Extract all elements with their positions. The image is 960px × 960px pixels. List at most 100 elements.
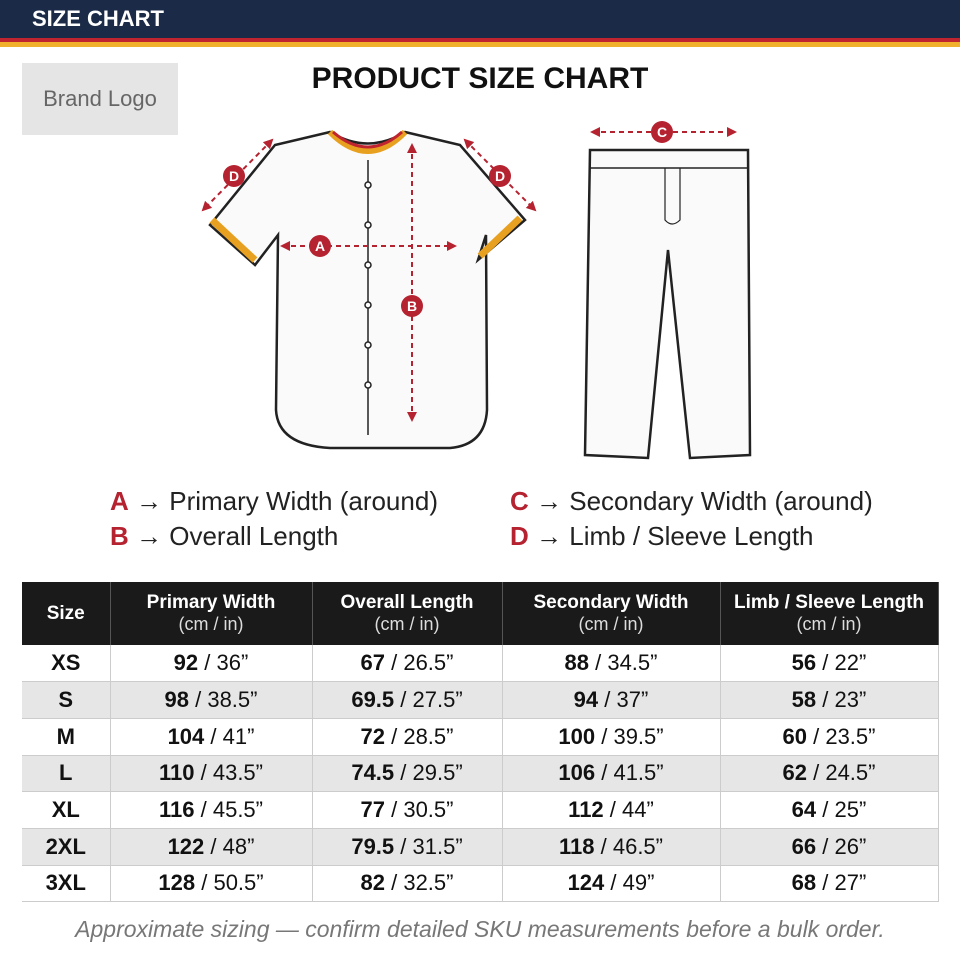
inch-value: / 34.5”: [595, 650, 658, 676]
dimension-label: C: [657, 124, 667, 140]
stripe: [0, 38, 960, 42]
inch-value: / 44”: [609, 797, 654, 823]
inch-value: / 30.5”: [391, 797, 454, 823]
cm-value: 66: [791, 833, 817, 859]
inch-value: / 32.5”: [391, 870, 454, 896]
measure-cell: 67 / 26.5”: [312, 645, 503, 683]
size-cell: XL: [22, 791, 111, 829]
measure-cell: 128 / 50.5”: [110, 865, 313, 903]
inch-value: / 27”: [822, 870, 867, 896]
stripe: [0, 42, 960, 47]
measure-cell: 92 / 36”: [110, 645, 313, 683]
inch-value: / 27.5”: [400, 687, 463, 713]
measure-cell: 82 / 32.5”: [312, 865, 503, 903]
inch-value: / 29.5”: [400, 760, 463, 786]
inch-value: / 36”: [204, 650, 249, 676]
inch-value: / 26.5”: [391, 650, 454, 676]
cm-value: 116: [159, 797, 195, 823]
measure-cell: 106 / 41.5”: [502, 755, 721, 793]
cm-value: 69.5: [351, 687, 395, 713]
legend-item: B → Overall Length: [110, 521, 338, 552]
measure-cell: 72 / 28.5”: [312, 718, 503, 756]
dimension-label: A: [315, 238, 325, 254]
legend-key: D: [510, 521, 529, 551]
cm-value: 118: [559, 833, 595, 859]
cm-value: 98: [164, 687, 189, 713]
size-cell: L: [22, 755, 111, 793]
inch-value: / 50.5”: [201, 870, 264, 896]
inch-value: / 23.5”: [813, 723, 876, 749]
cm-value: 74.5: [351, 760, 395, 786]
measure-cell: 74.5 / 29.5”: [312, 755, 503, 793]
table-row: L 110 / 43.5” 74.5 / 29.5” 106 / 41.5” 62 / …: [22, 755, 939, 793]
measure-cell: 56 / 22”: [720, 645, 939, 683]
table-row: S 98 / 38.5” 69.5 / 27.5” 94 / 37” 58 / 23”: [22, 681, 939, 719]
cm-value: 79.5: [351, 833, 395, 859]
inch-value: / 46.5”: [600, 833, 663, 859]
cm-value: 77: [360, 797, 385, 823]
inch-value: / 25”: [822, 797, 867, 823]
cm-value: 56: [791, 650, 817, 676]
column-name: Limb / Sleeve Length: [733, 592, 925, 613]
column-unit: (cm / in): [796, 614, 862, 634]
cm-value: 72: [360, 723, 385, 749]
measure-cell: 118 / 46.5”: [502, 828, 721, 866]
inch-value: / 31.5”: [400, 833, 463, 859]
column-name: Primary Width: [146, 592, 276, 613]
dimension-label: D: [229, 168, 239, 184]
cm-value: 64: [791, 797, 817, 823]
cm-value: 100: [558, 723, 596, 749]
cm-value: 60: [782, 723, 807, 749]
inch-value: / 37”: [604, 687, 649, 713]
table-row: XS 92 / 36” 67 / 26.5” 88 / 34.5” 56 / 22”: [22, 645, 939, 683]
column-name: Secondary Width: [533, 592, 689, 613]
column-header: Size: [22, 582, 111, 645]
measure-cell: 77 / 30.5”: [312, 791, 503, 829]
header-title: SIZE CHART: [0, 0, 960, 38]
jersey: [208, 129, 527, 450]
measure-cell: 79.5 / 31.5”: [312, 828, 503, 866]
legend-text: → Overall Length: [136, 521, 339, 551]
table-row: 3XL 128 / 50.5” 82 / 32.5” 124 / 49” 68 / 27…: [22, 865, 939, 903]
size-cell: 3XL: [22, 865, 111, 903]
column-header: Overall Length (cm / in): [312, 582, 503, 645]
column-name: Overall Length: [340, 592, 474, 613]
size-table: Size Primary Width (cm / in) Overall Length…: [22, 582, 939, 903]
inch-value: / 23”: [822, 687, 867, 713]
inch-value: / 38.5”: [195, 687, 258, 713]
legend-key: B: [110, 521, 129, 551]
column-header: Secondary Width (cm / in): [502, 582, 721, 645]
legend-key: A: [110, 486, 129, 516]
cm-value: 122: [167, 833, 205, 859]
cm-value: 104: [167, 723, 205, 749]
measure-cell: 116 / 45.5”: [110, 791, 313, 829]
column-unit: (cm / in): [578, 614, 644, 634]
table-row: 2XL 122 / 48” 79.5 / 31.5” 118 / 46.5” 66 / …: [22, 828, 939, 866]
cm-value: 128: [158, 870, 196, 896]
legend-text: → Primary Width (around): [136, 486, 438, 516]
measure-cell: 122 / 48”: [110, 828, 313, 866]
measure-cell: 60 / 23.5”: [720, 718, 939, 756]
column-name: Size: [46, 602, 85, 624]
table-row: M 104 / 41” 72 / 28.5” 100 / 39.5” 60 / 23.5…: [22, 718, 939, 756]
cm-value: 58: [791, 687, 817, 713]
table-row: XL 116 / 45.5” 77 / 30.5” 112 / 44” 64 / 25”: [22, 791, 939, 829]
dimension-markers: [223, 121, 673, 317]
measure-cell: 58 / 23”: [720, 681, 939, 719]
cm-value: 94: [573, 687, 599, 713]
cm-value: 82: [360, 870, 385, 896]
pants: [583, 148, 752, 460]
measure-cell: 62 / 24.5”: [720, 755, 939, 793]
legend-item: A → Primary Width (around): [110, 486, 438, 517]
cm-value: 112: [568, 797, 604, 823]
cm-value: 88: [564, 650, 589, 676]
cm-value: 62: [782, 760, 807, 786]
title: PRODUCT SIZE CHART: [311, 62, 649, 95]
diagram: A B C D D: [201, 121, 752, 460]
cm-value: 106: [558, 760, 596, 786]
measure-cell: 124 / 49”: [502, 865, 721, 903]
size-cell: S: [22, 681, 111, 719]
size-cell: 2XL: [22, 828, 111, 866]
measure-cell: 68 / 27”: [720, 865, 939, 903]
